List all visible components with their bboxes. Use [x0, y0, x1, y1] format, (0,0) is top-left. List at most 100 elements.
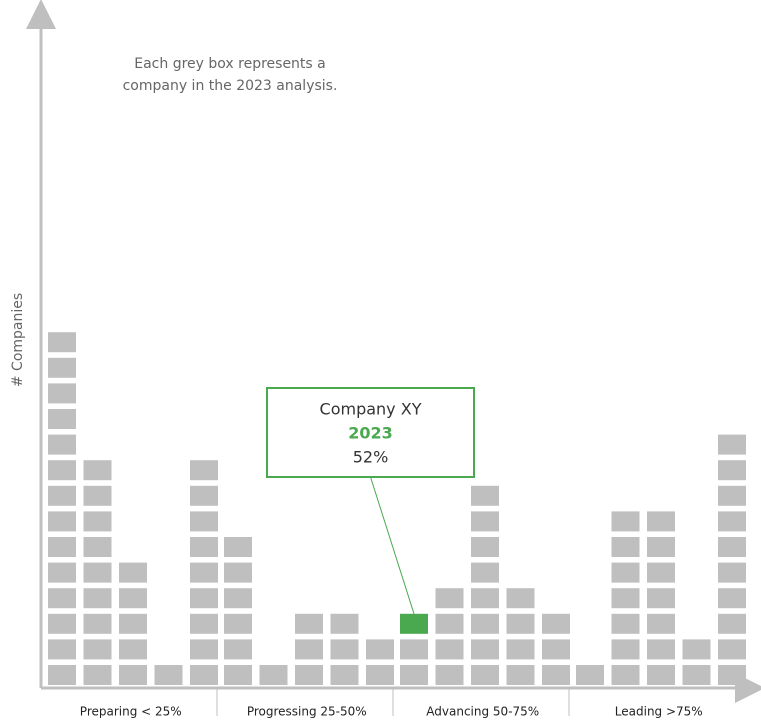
company-box: [119, 588, 147, 609]
company-box: [330, 613, 359, 634]
company-box: [48, 383, 76, 404]
company-box: [48, 485, 76, 506]
callout-label: Company XY: [320, 400, 422, 419]
company-box: [718, 434, 746, 455]
company-box: [718, 485, 746, 506]
x-tick-label: Preparing < 25%: [80, 705, 182, 719]
company-box: [48, 511, 76, 532]
company-box: [190, 485, 218, 506]
annotation: Each grey box represents a: [134, 56, 326, 72]
company-box: [259, 665, 288, 685]
company-box: [611, 537, 640, 557]
company-box: [48, 613, 76, 634]
company-box: [83, 665, 112, 685]
company-box: [48, 562, 76, 583]
company-box: [366, 665, 394, 685]
company-box: [435, 588, 464, 609]
company-box: [682, 665, 711, 685]
company-box: [471, 665, 499, 685]
company-box: [48, 537, 76, 557]
company-box: [48, 639, 76, 660]
company-box: [506, 613, 535, 634]
company-box: [611, 639, 640, 660]
company-box: [48, 357, 76, 378]
company-box: [295, 613, 323, 634]
company-box: [190, 537, 218, 557]
company-box: [83, 613, 112, 634]
company-box: [506, 588, 535, 609]
company-box: [119, 562, 147, 583]
company-box: [576, 665, 604, 685]
company-box: [718, 613, 746, 634]
company-box: [647, 588, 675, 609]
company-box: [190, 460, 218, 481]
company-box: [718, 537, 746, 557]
company-box: [542, 665, 570, 685]
company-box: [48, 665, 76, 685]
company-box: [471, 485, 499, 506]
company-box: [718, 562, 746, 583]
company-box: [83, 485, 112, 506]
company-box: [647, 537, 675, 557]
company-box: [48, 332, 76, 353]
callout-value: 52%: [353, 448, 389, 467]
callout-year: 2023: [348, 424, 393, 443]
company-box: [435, 665, 464, 685]
company-box: [471, 562, 499, 583]
company-box: [190, 588, 218, 609]
company-box: [471, 639, 499, 660]
company-box: [295, 639, 323, 660]
x-tick-label: Progressing 25-50%: [247, 705, 367, 719]
company-box: [83, 639, 112, 660]
company-box: [718, 665, 746, 685]
company-box: [718, 460, 746, 481]
company-box: [435, 613, 464, 634]
company-box: [471, 511, 499, 532]
company-box: [647, 511, 675, 532]
company-box: [400, 639, 428, 660]
callout-box: [266, 387, 475, 478]
company-box: [542, 613, 570, 634]
company-box: [400, 665, 428, 685]
company-box: [471, 588, 499, 609]
company-box: [119, 639, 147, 660]
company-box: [330, 665, 359, 685]
company-box: [718, 511, 746, 532]
company-box: [119, 665, 147, 685]
company-box: [224, 665, 252, 685]
company-box: [48, 588, 76, 609]
company-box: [647, 613, 675, 634]
x-tick-label: Advancing 50-75%: [426, 705, 539, 719]
company-box: [224, 588, 252, 609]
company-box: [48, 409, 76, 429]
company-box: [190, 511, 218, 532]
company-box: [366, 639, 394, 660]
company-box: [542, 639, 570, 660]
company-box: [506, 639, 535, 660]
company-box: [471, 537, 499, 557]
company-box: [83, 460, 112, 481]
company-box: [48, 434, 76, 455]
company-box: [83, 537, 112, 557]
company-box: [295, 665, 323, 685]
x-tick-label: Leading >75%: [615, 705, 703, 719]
company-box: [647, 562, 675, 583]
company-box: [190, 613, 218, 634]
company-box: [224, 537, 252, 557]
company-box: [647, 639, 675, 660]
company-box: [119, 613, 147, 634]
company-box: [611, 588, 640, 609]
company-box: [224, 562, 252, 583]
callout-connector: [370, 476, 415, 614]
company-box: [224, 639, 252, 660]
company-box: [506, 665, 535, 685]
annotation: company in the 2023 analysis.: [123, 78, 338, 94]
company-box: [647, 665, 675, 685]
company-box: [190, 562, 218, 583]
company-box: [611, 562, 640, 583]
company-box: [154, 665, 183, 685]
company-box: [611, 511, 640, 532]
company-box: [48, 460, 76, 481]
company-box: [611, 613, 640, 634]
